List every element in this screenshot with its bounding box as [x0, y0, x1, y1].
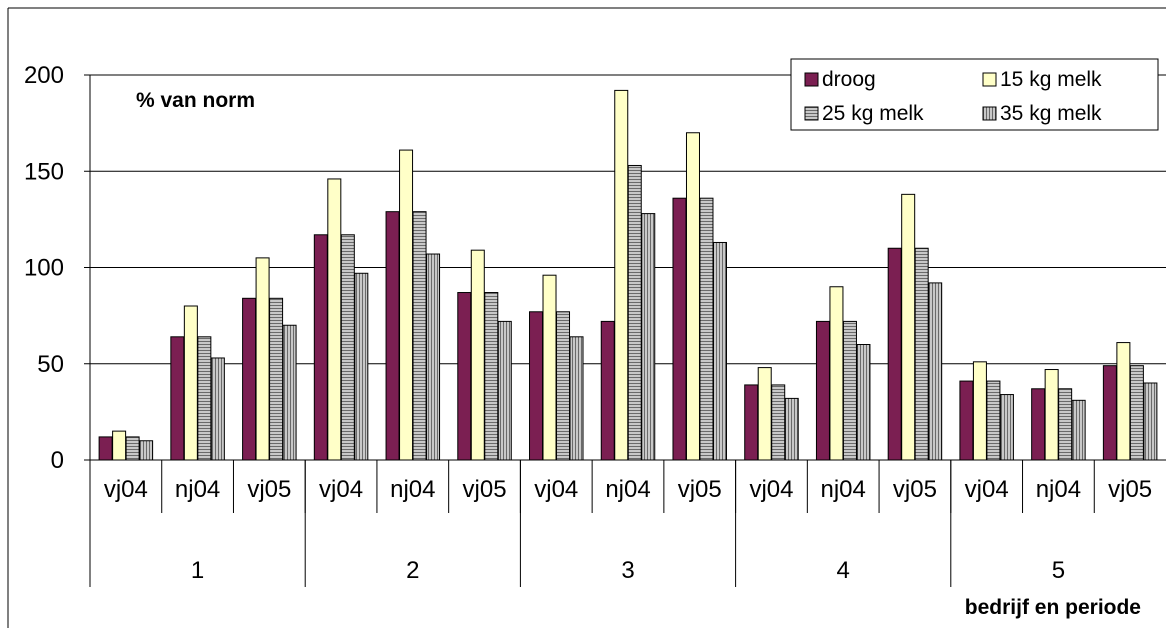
category-label: vj04 [749, 476, 793, 503]
bar-15-kg-melk-0 [112, 430, 127, 461]
bar-35-kg-melk-4 [426, 253, 441, 461]
bar-droog-14 [1102, 365, 1117, 461]
y-tick-label: 50 [37, 351, 64, 378]
bar-25-kg-melk-2 [269, 297, 284, 461]
legend-label: 25 kg melk [822, 102, 924, 125]
bar-droog-0 [98, 436, 113, 461]
category-label: vj05 [463, 476, 507, 503]
category-label: vj05 [1108, 476, 1152, 503]
bar-droog-8 [672, 197, 687, 461]
bar-25-kg-melk-5 [484, 292, 499, 461]
bar-25-kg-melk-3 [340, 234, 355, 461]
bar-15-kg-melk-9 [757, 367, 772, 461]
category-label: nj04 [390, 476, 435, 503]
bar-25-kg-melk-4 [412, 211, 427, 461]
legend-swatch-25-kg-melk [804, 106, 819, 121]
legend-label: 15 kg melk [1000, 68, 1102, 91]
bar-25-kg-melk-6 [556, 311, 571, 461]
bar-droog-7 [600, 320, 615, 461]
bar-droog-11 [887, 247, 902, 461]
bar-droog-12 [959, 380, 974, 461]
bar-25-kg-melk-12 [986, 380, 1001, 461]
bar-15-kg-melk-11 [901, 193, 916, 461]
legend-swatch-droog [804, 72, 819, 87]
bar-35-kg-melk-10 [856, 344, 871, 461]
bar-15-kg-melk-2 [255, 257, 270, 461]
bar-25-kg-melk-9 [771, 384, 786, 461]
legend-label: droog [822, 68, 876, 91]
legend-box [790, 58, 1159, 131]
bar-droog-10 [815, 320, 830, 461]
bar-35-kg-melk-3 [354, 272, 369, 461]
bar-25-kg-melk-10 [842, 320, 857, 461]
category-label: nj04 [175, 476, 220, 503]
bar-35-kg-melk-8 [712, 241, 727, 461]
category-label: vj04 [534, 476, 578, 503]
bar-35-kg-melk-5 [497, 320, 512, 461]
bar-35-kg-melk-1 [210, 357, 225, 461]
category-label: nj04 [1036, 476, 1081, 503]
group-label: 4 [837, 557, 850, 584]
category-label: nj04 [605, 476, 650, 503]
bar-15-kg-melk-12 [972, 361, 987, 461]
bar-25-kg-melk-7 [627, 164, 642, 461]
bar-25-kg-melk-1 [197, 336, 212, 461]
y-tick-label: 0 [51, 447, 64, 474]
bar-15-kg-melk-5 [470, 249, 485, 461]
category-label: vj04 [319, 476, 363, 503]
category-label: nj04 [821, 476, 866, 503]
bar-35-kg-melk-14 [1143, 382, 1158, 461]
group-label: 5 [1052, 557, 1065, 584]
bar-15-kg-melk-6 [542, 274, 557, 461]
bar-35-kg-melk-13 [1071, 399, 1086, 461]
bar-15-kg-melk-10 [829, 286, 844, 461]
bar-35-kg-melk-7 [641, 213, 656, 461]
bar-15-kg-melk-3 [327, 178, 342, 461]
bar-droog-6 [529, 311, 544, 461]
y-tick-label: 150 [24, 158, 64, 185]
bar-35-kg-melk-12 [999, 394, 1014, 461]
y-tick-label: 200 [24, 62, 64, 89]
legend-swatch-15-kg-melk [982, 72, 997, 87]
group-label: 2 [406, 557, 419, 584]
bar-25-kg-melk-14 [1129, 365, 1144, 461]
category-label: vj04 [965, 476, 1009, 503]
bar-25-kg-melk-13 [1058, 388, 1073, 461]
bar-droog-5 [457, 292, 472, 461]
bar-droog-13 [1031, 388, 1046, 461]
bar-15-kg-melk-13 [1044, 369, 1059, 461]
group-label: 1 [191, 557, 204, 584]
category-label: vj05 [678, 476, 722, 503]
legend-swatch-35-kg-melk [982, 106, 997, 121]
y-axis-label: % van norm [136, 89, 255, 112]
bar-25-kg-melk-11 [914, 247, 929, 461]
x-axis-label: bedrijf en periode [965, 596, 1141, 619]
bar-35-kg-melk-6 [569, 336, 584, 461]
bar-25-kg-melk-8 [699, 197, 714, 461]
bar-15-kg-melk-1 [183, 305, 198, 461]
bar-35-kg-melk-11 [928, 282, 943, 461]
category-label: vj05 [247, 476, 291, 503]
bar-15-kg-melk-14 [1116, 342, 1131, 461]
bar-droog-1 [170, 336, 185, 461]
bar-15-kg-melk-7 [614, 89, 629, 461]
bar-droog-4 [385, 211, 400, 461]
category-label: vj04 [104, 476, 148, 503]
bar-droog-2 [242, 297, 257, 461]
bar-15-kg-melk-4 [399, 149, 414, 461]
bar-35-kg-melk-2 [282, 324, 297, 461]
bar-35-kg-melk-0 [139, 440, 154, 461]
y-tick-label: 100 [24, 255, 64, 282]
group-label: 3 [621, 557, 634, 584]
bar-droog-9 [744, 384, 759, 461]
bar-droog-3 [313, 234, 328, 461]
bar-35-kg-melk-9 [784, 397, 799, 461]
legend-label: 35 kg melk [1000, 102, 1102, 125]
category-label: vj05 [893, 476, 937, 503]
bar-25-kg-melk-0 [125, 436, 140, 461]
bar-15-kg-melk-8 [685, 132, 700, 461]
